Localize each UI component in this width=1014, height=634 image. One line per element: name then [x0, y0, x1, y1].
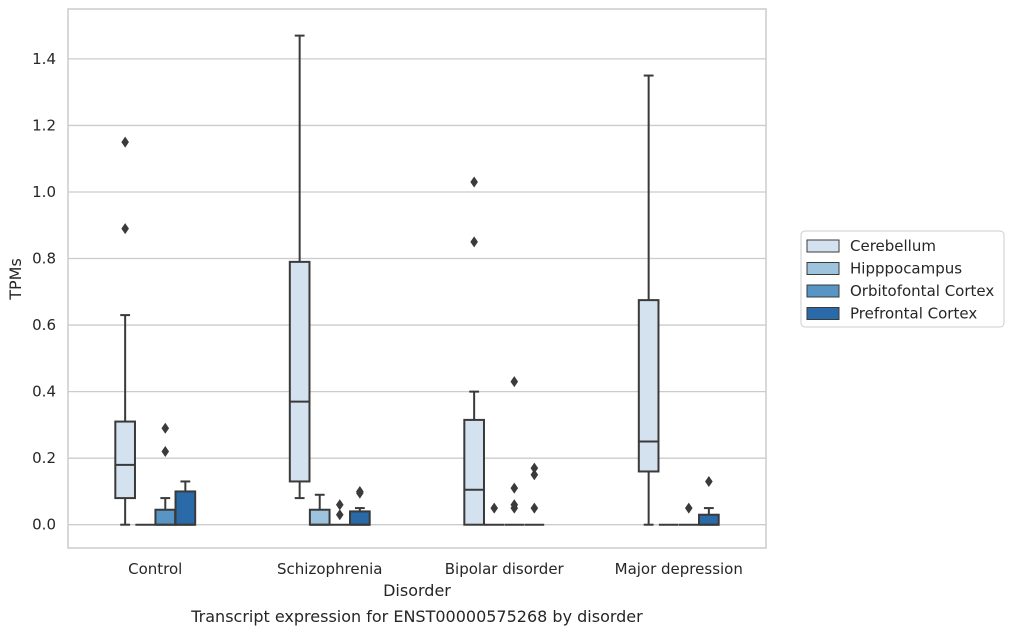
legend-swatch [806, 307, 840, 320]
box-plots [114, 34, 720, 526]
box-orbitofontal-cortex [154, 422, 177, 526]
outlier-point [161, 446, 170, 458]
box-body [349, 510, 371, 526]
box-cerebellum [288, 34, 311, 500]
y-tick-label: 1.2 [32, 116, 56, 134]
box-body [288, 260, 311, 483]
outlier-point [684, 502, 693, 514]
box-cerebellum [114, 136, 136, 526]
legend: Cerebellum Hipppocampus Orbitofontal Corte… [800, 230, 1005, 328]
box-body [114, 420, 136, 500]
x-axis-title: Disorder [383, 581, 451, 600]
legend-swatch [806, 284, 840, 298]
outlier-point [470, 176, 478, 188]
box-hipppocampus [308, 493, 331, 526]
outlier-point [510, 499, 519, 511]
legend-label: Orbitofontal Cortex [850, 282, 994, 300]
y-axis-title: TPMs [6, 258, 25, 301]
box-prefrontal-cortex [524, 462, 545, 526]
outlier-point [470, 236, 478, 248]
box-orbitofontal-cortex [329, 499, 350, 526]
y-tick-label: 0.6 [32, 316, 56, 334]
outlier-point [510, 482, 519, 494]
plot-frame [67, 8, 767, 549]
outlier-point [530, 462, 539, 474]
x-tick-label: Schizophrenia [277, 560, 382, 578]
box-body [637, 299, 660, 473]
legend-label: Cerebellum [850, 237, 936, 255]
outlier-point [530, 469, 539, 481]
box-body [154, 508, 177, 526]
box-hipppocampus [484, 502, 505, 526]
box-cerebellum [463, 176, 485, 526]
box-prefrontal-cortex [174, 480, 197, 526]
x-tick-label: Control [128, 560, 182, 578]
y-tick-label: 0.0 [32, 516, 56, 534]
y-tick-label: 1.0 [32, 183, 56, 201]
outlier-point [335, 499, 344, 511]
y-tick-label: 1.4 [32, 50, 56, 68]
box-body [463, 418, 485, 526]
outlier-point [335, 509, 344, 521]
outlier-point [121, 136, 129, 148]
box-orbitofontal-cortex [678, 502, 699, 526]
outlier-point [530, 502, 539, 514]
x-axis-ticks: Control Schizophrenia Bipolar disorder Majo… [128, 560, 743, 578]
y-tick-label: 0.8 [32, 250, 56, 268]
legend-frame [800, 230, 1005, 328]
legend-swatch [806, 262, 840, 275]
y-axis-ticks: 0.0 0.2 0.4 0.6 0.8 1.0 1.2 1.4 [32, 50, 56, 534]
box-body [698, 513, 720, 526]
box-prefrontal-cortex [698, 475, 720, 526]
outlier-point [121, 223, 129, 235]
outlier-point [510, 376, 519, 388]
chart-caption: Transcript expression for ENST0000057526… [190, 607, 643, 626]
legend-label: Hipppocampus [850, 260, 962, 278]
gridlines [68, 58, 766, 526]
outlier-point [705, 475, 713, 487]
y-tick-label: 0.4 [32, 383, 56, 401]
x-tick-label: Major depression [615, 560, 743, 578]
outlier-point [356, 485, 364, 497]
x-tick-label: Bipolar disorder [445, 560, 565, 578]
outlier-point [161, 422, 170, 434]
outlier-point [490, 502, 499, 514]
box-orbitofontal-cortex [504, 376, 525, 526]
legend-swatch [806, 239, 840, 253]
box-cerebellum [637, 74, 660, 526]
box-body [174, 490, 197, 526]
box-prefrontal-cortex [349, 485, 371, 526]
box-body [308, 508, 331, 526]
y-tick-label: 0.2 [32, 449, 56, 467]
legend-label: Prefrontal Cortex [850, 305, 977, 323]
